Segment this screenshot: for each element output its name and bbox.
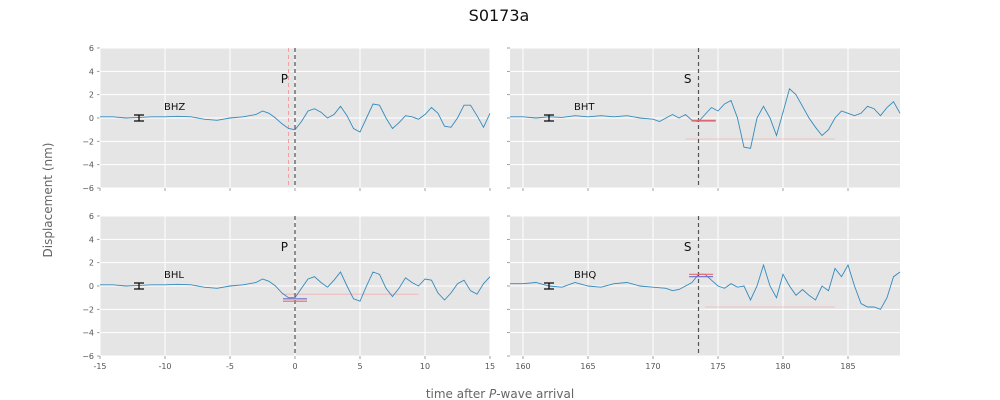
x-axis-label-end: -wave arrival — [496, 387, 574, 400]
channel-label: BHQ — [574, 270, 596, 281]
x-tick-label: -5 — [226, 362, 234, 371]
y-tick-label: −2 — [82, 305, 94, 314]
x-tick-label: 180 — [775, 362, 790, 371]
x-tick-label: 185 — [840, 362, 855, 371]
x-tick-label: -15 — [93, 362, 106, 371]
y-tick-label: −4 — [82, 161, 94, 170]
y-tick-label: 4 — [89, 235, 94, 244]
y-tick-label: −6 — [82, 184, 94, 193]
waveform-trace — [100, 271, 491, 302]
x-tick-label: 170 — [645, 362, 660, 371]
x-tick-label: 0 — [292, 362, 297, 371]
y-tick-label: 6 — [89, 44, 94, 53]
channel-label: BHL — [164, 270, 184, 281]
waveform-trace — [100, 103, 491, 133]
phase-label: S — [684, 240, 692, 254]
y-axis-label: Displacement (nm) — [41, 143, 55, 258]
figure-title: S0173a — [469, 6, 530, 25]
x-tick-label: 15 — [485, 362, 495, 371]
x-tick-label: -10 — [158, 362, 171, 371]
channel-label: BHT — [574, 102, 595, 113]
phase-label: P — [281, 240, 288, 254]
x-axis-label: time after P-wave arrival — [426, 387, 574, 400]
phase-label: S — [684, 72, 692, 86]
y-tick-label: −6 — [82, 352, 94, 361]
waveform-trace — [510, 263, 901, 310]
y-tick-label: −2 — [82, 137, 94, 146]
y-tick-label: 2 — [89, 259, 94, 268]
phase-label: P — [281, 72, 288, 86]
x-tick-label: 165 — [580, 362, 595, 371]
x-axis-label-start: time after — [426, 387, 489, 400]
channel-label: BHZ — [164, 102, 185, 113]
waveform-trace — [510, 87, 901, 149]
x-axis-label-italic: P — [489, 387, 497, 400]
x-tick-label: 10 — [420, 362, 430, 371]
panel-bht: BHT S — [507, 47, 901, 191]
y-tick-label: −4 — [82, 329, 94, 338]
x-tick-label: 5 — [357, 362, 362, 371]
y-tick-label: 6 — [89, 212, 94, 221]
y-tick-label: 2 — [89, 91, 94, 100]
y-tick-label: 0 — [89, 114, 94, 123]
panel-bhq: 160 165 170 175 180 185 BHQ S — [507, 215, 901, 371]
panel-bhz: 6 4 2 0 −2 −4 −6 BHZ P — [82, 44, 491, 193]
x-tick-label: 175 — [710, 362, 725, 371]
x-tick-label: 160 — [515, 362, 530, 371]
panel-bhl: 6 4 2 0 −2 −4 −6-15 -10 -5 0 5 10 15 BHL P — [82, 212, 495, 371]
y-tick-label: 4 — [89, 67, 94, 76]
y-tick-label: 0 — [89, 282, 94, 291]
